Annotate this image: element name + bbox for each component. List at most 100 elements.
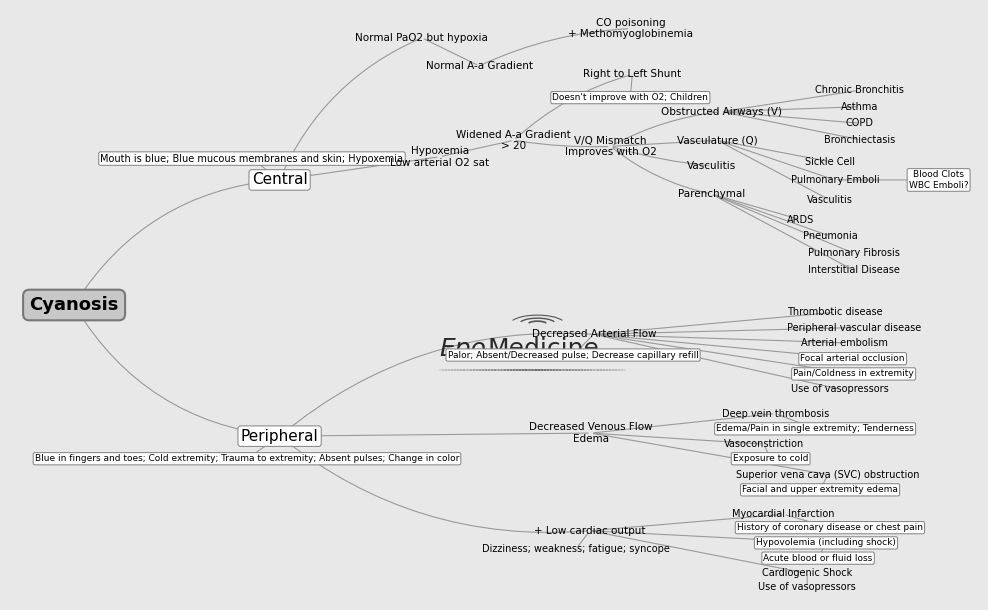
Text: Blood Clots
WBC Emboli?: Blood Clots WBC Emboli? [909,170,968,190]
FancyArrowPatch shape [597,335,837,389]
Text: Use of vasopressors: Use of vasopressors [791,384,888,394]
FancyArrowPatch shape [779,415,812,428]
Text: Vasculitis: Vasculitis [687,161,736,171]
FancyArrowPatch shape [819,545,825,556]
Text: Focal arterial occlusion: Focal arterial occlusion [800,354,905,363]
Text: Asthma: Asthma [841,102,878,112]
Text: Peripheral vascular disease: Peripheral vascular disease [787,323,922,332]
Text: Vasoconstriction: Vasoconstriction [723,439,804,449]
FancyArrowPatch shape [630,77,632,95]
FancyArrowPatch shape [575,336,592,353]
Text: Edema/Pain in single extremity; Tenderness: Edema/Pain in single extremity; Tenderne… [716,425,914,433]
FancyArrowPatch shape [443,141,511,156]
Text: Obstructed Airways (V): Obstructed Airways (V) [661,107,782,117]
FancyArrowPatch shape [283,157,437,179]
FancyArrowPatch shape [713,195,852,269]
Text: Thrombotic disease: Thrombotic disease [787,307,882,317]
FancyArrowPatch shape [597,334,850,359]
FancyArrowPatch shape [724,107,857,112]
Text: Facial and upper extremity edema: Facial and upper extremity edema [742,486,898,494]
Text: Bronchiectasis: Bronchiectasis [824,135,895,145]
FancyArrowPatch shape [482,29,627,65]
Text: Epo: Epo [440,337,486,361]
Text: Pain/Coldness in extremity: Pain/Coldness in extremity [793,370,914,378]
Text: ARDS: ARDS [786,215,814,224]
Text: Pulmonary Fibrosis: Pulmonary Fibrosis [808,248,899,258]
FancyArrowPatch shape [283,433,588,436]
FancyArrowPatch shape [594,434,825,474]
Text: Decreased Arterial Flow: Decreased Arterial Flow [532,329,656,339]
Text: Mouth is blue; Blue mucous membranes and skin; Hypoxemia: Mouth is blue; Blue mucous membranes and… [101,154,403,163]
FancyArrowPatch shape [597,334,842,343]
Text: CO poisoning
+ Methomyoglobinemia: CO poisoning + Methomyoglobinemia [568,18,693,40]
Text: Hypoxemia
Low arterial O2 sat: Hypoxemia Low arterial O2 sat [390,146,489,168]
FancyArrowPatch shape [282,333,591,434]
FancyArrowPatch shape [594,433,761,444]
FancyArrowPatch shape [613,112,718,145]
FancyArrowPatch shape [425,39,476,65]
Text: Vasculature (Q): Vasculature (Q) [677,135,758,145]
Text: Interstitial Disease: Interstitial Disease [808,265,899,275]
Text: Pneumonia: Pneumonia [802,231,858,241]
FancyArrowPatch shape [719,142,828,199]
FancyArrowPatch shape [597,335,851,373]
Text: Dizziness; weakness; fatigue; syncope: Dizziness; weakness; fatigue; syncope [482,544,670,554]
FancyArrowPatch shape [517,141,608,147]
Text: Medicine: Medicine [487,337,599,361]
FancyArrowPatch shape [724,112,857,123]
Text: Blue in fingers and toes; Cold extremity; Trauma to extremity; Absent pulses; Ch: Blue in fingers and toes; Cold extremity… [35,454,459,463]
FancyArrowPatch shape [75,307,277,436]
FancyArrowPatch shape [249,438,278,457]
Text: COPD: COPD [846,118,873,128]
FancyArrowPatch shape [593,514,781,531]
FancyArrowPatch shape [254,160,278,178]
FancyArrowPatch shape [281,39,419,178]
FancyArrowPatch shape [724,112,857,139]
FancyArrowPatch shape [614,140,714,146]
Text: Right to Left Shunt: Right to Left Shunt [583,70,682,79]
Text: + Low cardiac output: + Low cardiac output [535,526,645,536]
Text: Acute blood or fluid loss: Acute blood or fluid loss [764,554,872,562]
FancyArrowPatch shape [765,447,770,456]
FancyArrowPatch shape [593,531,823,543]
Text: Pulmonary Emboli: Pulmonary Emboli [790,175,879,185]
Text: Cyanosis: Cyanosis [30,296,119,314]
Text: Doesn't improve with O2; Children: Doesn't improve with O2; Children [552,93,708,102]
Text: Vasculitis: Vasculitis [807,195,853,205]
Text: Normal PaO2 but hypoxia: Normal PaO2 but hypoxia [356,33,488,43]
FancyArrowPatch shape [821,477,827,487]
FancyArrowPatch shape [720,141,832,179]
FancyArrowPatch shape [593,531,804,573]
Text: Chronic Bronchitis: Chronic Bronchitis [815,85,904,95]
Text: Normal A-a Gradient: Normal A-a Gradient [426,61,533,71]
FancyArrowPatch shape [714,195,827,235]
Text: Cardiogenic Shock: Cardiogenic Shock [762,569,853,578]
FancyArrowPatch shape [724,91,857,111]
FancyArrowPatch shape [597,312,832,334]
FancyArrowPatch shape [786,515,827,527]
FancyArrowPatch shape [578,533,588,547]
Text: Deep vein thrombosis: Deep vein thrombosis [722,409,829,418]
Text: Exposure to cold: Exposure to cold [733,454,808,463]
Text: Sickle Cell: Sickle Cell [805,157,855,167]
Text: Decreased Venous Flow
Edema: Decreased Venous Flow Edema [529,422,653,444]
Text: Widened A-a Gradient
> 20: Widened A-a Gradient > 20 [456,129,571,151]
Text: Myocardial Infarction: Myocardial Infarction [732,509,835,519]
FancyArrowPatch shape [613,148,708,193]
Text: Arterial embolism: Arterial embolism [801,338,888,348]
FancyArrowPatch shape [714,195,851,252]
Text: Superior vena cava (SVC) obstruction: Superior vena cava (SVC) obstruction [736,470,920,479]
FancyArrowPatch shape [282,438,587,533]
FancyArrowPatch shape [594,414,773,433]
FancyArrowPatch shape [720,141,827,161]
Text: Hypovolemia (including shock): Hypovolemia (including shock) [756,539,896,547]
Text: History of coronary disease or chest pain: History of coronary disease or chest pai… [737,523,923,532]
Text: Palor; Absent/Decreased pulse; Decrease capillary refill: Palor; Absent/Decreased pulse; Decrease … [448,351,699,359]
Text: Peripheral: Peripheral [241,429,318,443]
Text: Parenchymal: Parenchymal [678,189,745,199]
Text: V/Q Mismatch
Improves with O2: V/Q Mismatch Improves with O2 [565,135,656,157]
FancyArrowPatch shape [614,147,708,166]
Text: Central: Central [252,173,307,187]
FancyArrowPatch shape [714,195,797,219]
FancyArrowPatch shape [516,75,629,138]
